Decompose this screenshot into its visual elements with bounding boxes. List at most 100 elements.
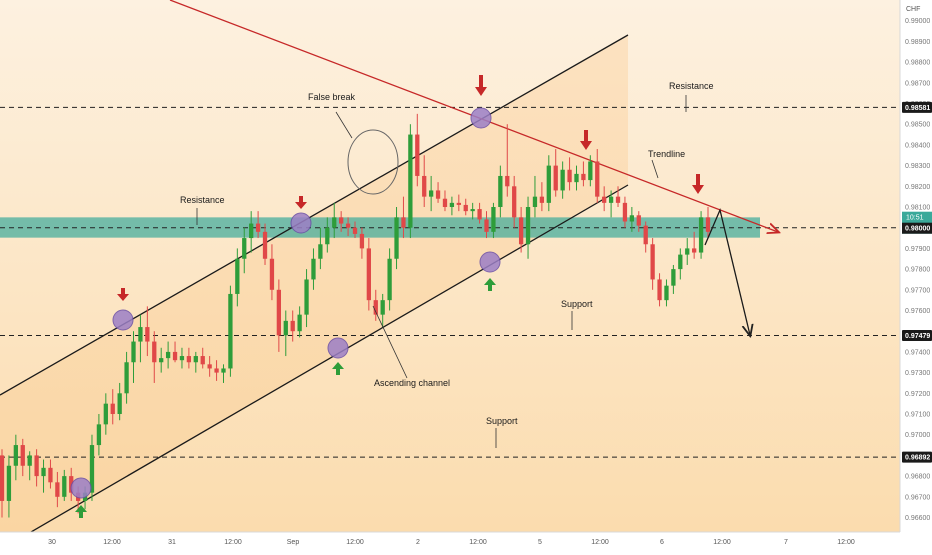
candle-body <box>96 424 102 446</box>
touch-points <box>70 107 501 499</box>
price-tick-label: 0.97300 <box>905 370 930 377</box>
time-tick-label: 12:00 <box>224 539 242 546</box>
price-tick-label: 0.97900 <box>905 246 930 253</box>
candle-body <box>595 161 600 197</box>
candle-body <box>387 258 392 301</box>
candle-body <box>394 217 399 259</box>
candle-body <box>262 231 268 259</box>
price-tick-label: 0.97700 <box>905 287 930 294</box>
candle-body <box>318 244 323 259</box>
current-price-label: 0.98000 <box>905 226 930 233</box>
candle-body <box>228 293 233 369</box>
candle-body <box>193 356 198 363</box>
candle-body <box>117 393 122 415</box>
candle-body <box>650 244 655 280</box>
touch-circle <box>470 107 492 129</box>
price-tick-label: 0.97000 <box>905 432 930 439</box>
annotation-leaders <box>196 95 687 448</box>
price-tick-label: 0.96800 <box>905 474 930 481</box>
candle-body <box>89 445 95 493</box>
price-tick-label: 0.97600 <box>905 308 930 315</box>
price-tick-label: 0.98400 <box>905 142 930 149</box>
candle-body <box>484 219 489 232</box>
candle-body <box>692 248 697 253</box>
time-tick-label: 7 <box>784 539 788 546</box>
candle-body <box>512 186 517 218</box>
candle-body <box>6 465 12 501</box>
candle-body <box>643 225 648 245</box>
candle-body <box>685 248 690 255</box>
touch-circle <box>479 251 501 273</box>
time-axis: 30 12:00 31 12:00 Sep 12:00 2 12:00 5 12:00 6 12:00… <box>0 531 932 550</box>
candle-body <box>442 198 448 208</box>
candle-countdown: 10:51 <box>906 215 924 222</box>
candle-body <box>588 161 593 181</box>
candle-body <box>435 190 441 199</box>
price-level-tag-label: 0.97479 <box>905 333 930 340</box>
channel-upper-line <box>0 34 629 396</box>
candle-body <box>401 217 406 228</box>
resistance-top-label: Resistance <box>669 81 714 91</box>
candle-body <box>13 445 18 466</box>
time-tick-label: 12:00 <box>591 539 609 546</box>
trendline-label: Trendline <box>648 149 685 159</box>
candle-body <box>366 248 371 301</box>
candle-body <box>657 279 662 301</box>
time-tick-label: 12:00 <box>346 539 364 546</box>
candle-body <box>456 202 461 205</box>
candle-body <box>581 173 586 181</box>
plot-background <box>0 0 900 532</box>
time-tick-label: 31 <box>168 539 176 546</box>
false-break-ellipse <box>347 129 399 195</box>
candle-body <box>352 227 358 234</box>
candle-body <box>615 196 621 203</box>
price-tick-label: 0.97800 <box>905 267 930 274</box>
candle-body <box>20 445 25 466</box>
candle-body <box>380 300 385 315</box>
candle-body <box>525 207 531 245</box>
candle-body <box>477 209 482 220</box>
candle-body <box>159 358 164 363</box>
candle-body <box>186 356 192 363</box>
current-price-box <box>902 222 932 234</box>
candle-body <box>339 217 344 224</box>
candle-body <box>470 209 475 212</box>
price-level-tag-label: 0.98581 <box>905 105 930 112</box>
price-tick-label: 0.98300 <box>905 163 930 170</box>
candle-body <box>553 165 558 191</box>
price-tick-label: 0.97400 <box>905 349 930 356</box>
price-tick-label: 0.96700 <box>905 494 930 501</box>
support-low-label: Support <box>486 416 518 426</box>
up-arrow-icon <box>332 362 344 375</box>
touch-circle <box>290 212 312 234</box>
time-tick-label: 2 <box>416 539 420 546</box>
price-tick-label: 0.99000 <box>905 18 930 25</box>
price-tick-label: 0.98100 <box>905 205 930 212</box>
candle-body <box>698 217 704 253</box>
currency-label: CHF <box>906 6 920 13</box>
candle-body <box>145 327 150 342</box>
down-arrow-icon <box>117 288 129 301</box>
candle-body <box>283 320 288 336</box>
down-arrow-icon <box>580 130 592 150</box>
price-tick-label: 0.98800 <box>905 60 930 67</box>
touch-circle <box>112 309 134 331</box>
up-arrow-icon <box>484 278 496 291</box>
price-level-tag <box>902 451 932 463</box>
candle-body <box>110 403 115 415</box>
candle-body <box>491 207 496 232</box>
candle-body <box>332 217 337 228</box>
candle-body <box>463 204 468 212</box>
candle-body <box>297 314 302 332</box>
price-tick-label: 0.97200 <box>905 391 930 398</box>
candle-body <box>207 364 212 369</box>
price-tick-label: 0.96600 <box>905 515 930 522</box>
price-level-tag <box>902 330 932 342</box>
candle-body <box>560 169 565 191</box>
time-tick-label: 30 <box>48 539 56 546</box>
resistance-zone-label: Resistance <box>180 195 225 205</box>
candle-body <box>345 223 351 228</box>
candle-body <box>678 254 683 270</box>
candle-body <box>138 327 143 342</box>
candle-body <box>165 351 171 359</box>
